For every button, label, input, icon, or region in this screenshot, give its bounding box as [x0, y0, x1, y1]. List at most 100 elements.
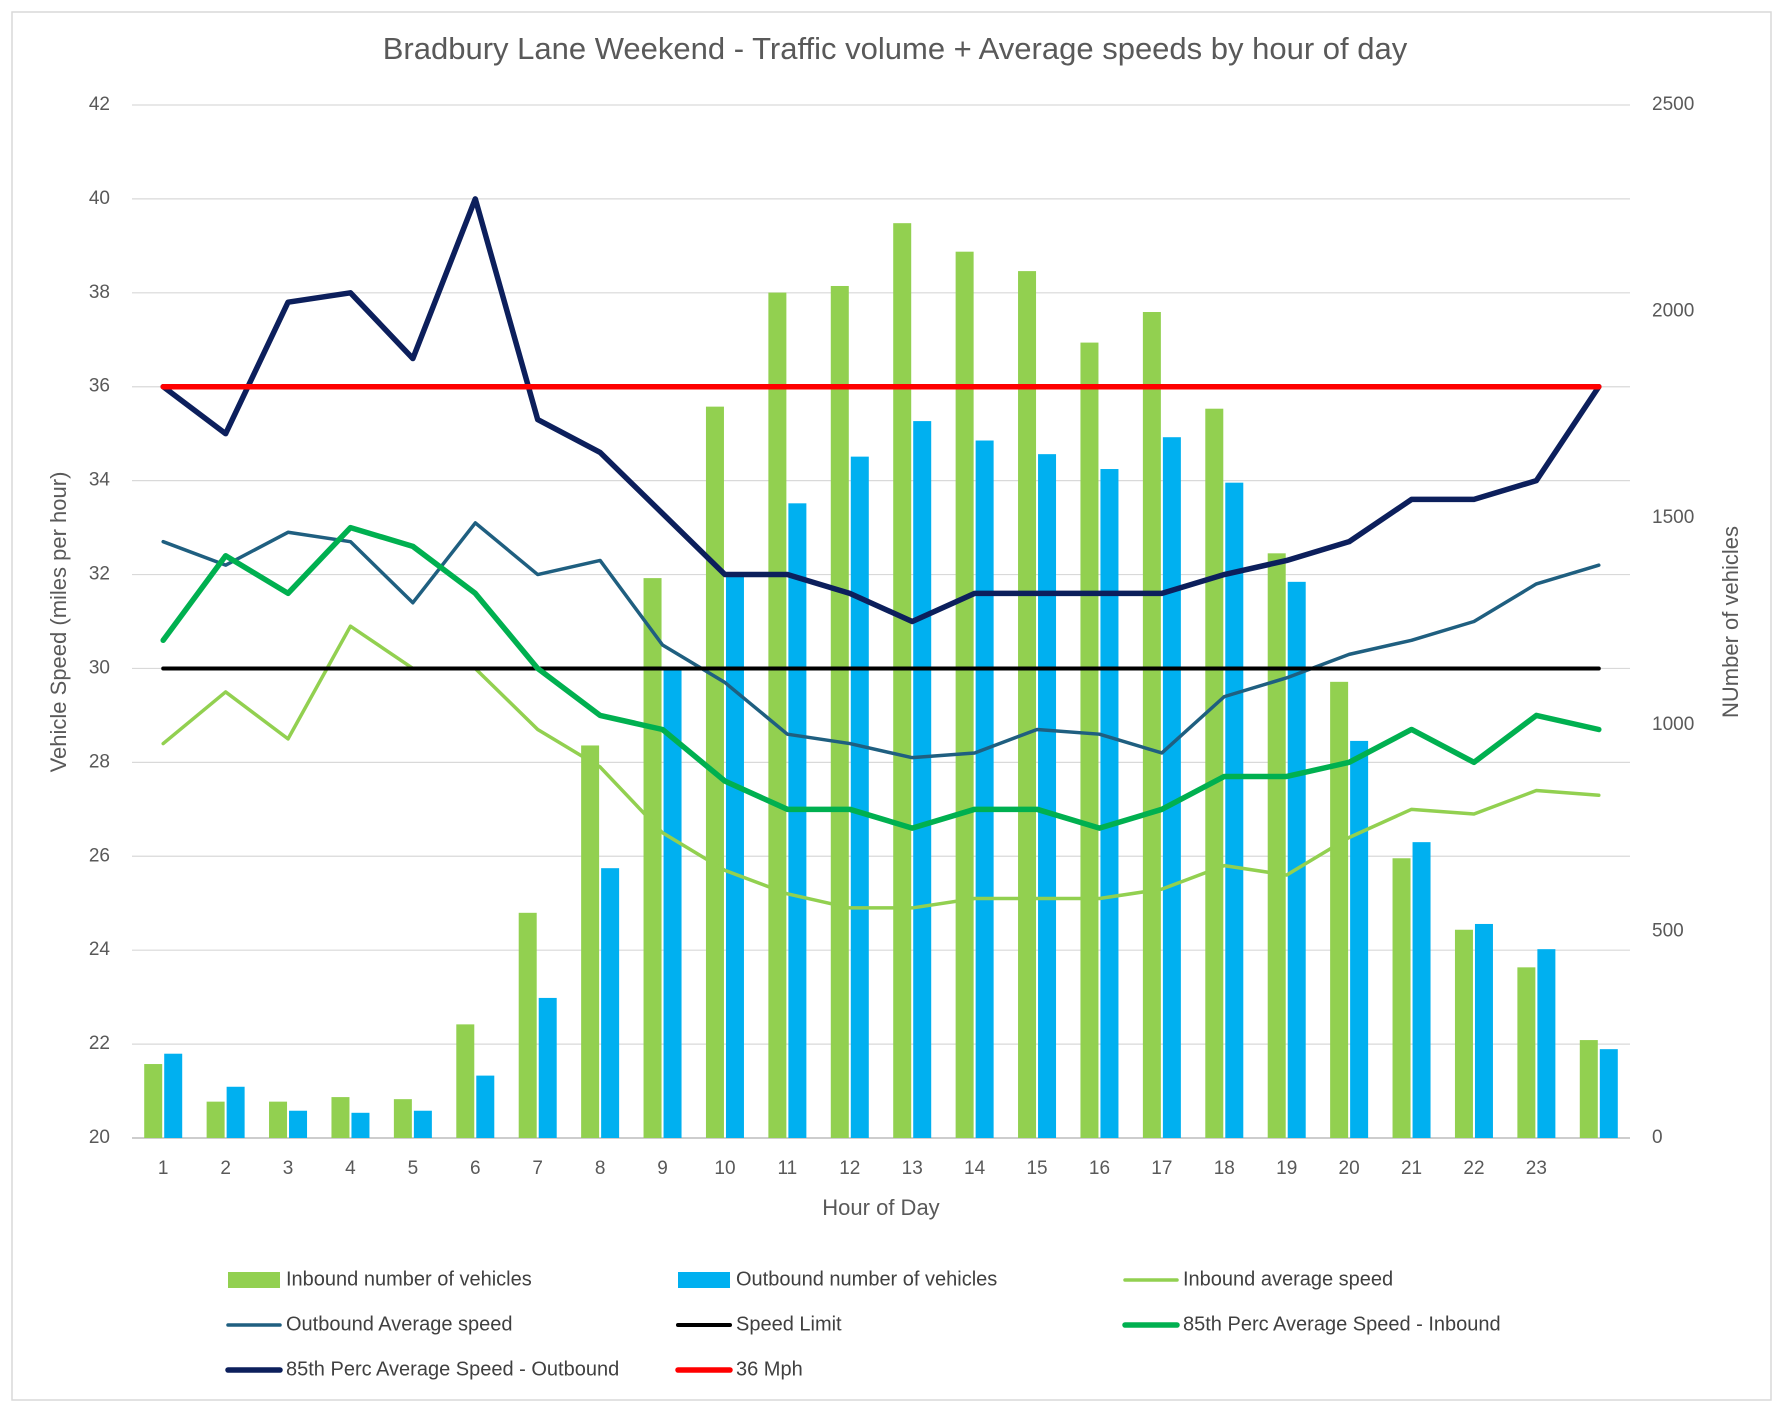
- line: [160, 524, 1602, 831]
- legend-label: 36 Mph: [736, 1358, 803, 1380]
- bar: [1225, 482, 1244, 1138]
- bar: [601, 868, 620, 1138]
- bar: [1412, 842, 1431, 1138]
- x-tick-label: 4: [345, 1158, 356, 1179]
- y-tick-label: 36: [89, 376, 110, 397]
- bar: [1018, 271, 1037, 1138]
- x-tick-label: 10: [714, 1158, 735, 1179]
- bar: [1100, 469, 1119, 1139]
- bar: [269, 1101, 288, 1138]
- bar: [1080, 342, 1099, 1139]
- x-tick-label: 2: [220, 1158, 231, 1179]
- y2-tick-label: 2000: [1652, 301, 1694, 322]
- bar: [393, 1099, 412, 1138]
- bar: [830, 285, 849, 1139]
- legend-label: Outbound number of vehicles: [736, 1268, 997, 1290]
- bar: [955, 251, 974, 1138]
- x-tick-label: 6: [470, 1158, 481, 1179]
- line: [160, 196, 1602, 625]
- bar: [581, 745, 600, 1138]
- x-tick-label: 15: [1026, 1158, 1047, 1179]
- x-tick-label: 8: [595, 1158, 606, 1179]
- legend-label: Inbound average speed: [1183, 1268, 1393, 1290]
- bar: [850, 456, 869, 1139]
- x-tick-label: 20: [1339, 1158, 1360, 1179]
- bar: [1537, 949, 1556, 1138]
- bar: [643, 578, 662, 1138]
- bar: [206, 1101, 225, 1138]
- bar: [1599, 1049, 1618, 1138]
- x-tick-label: 14: [964, 1158, 986, 1179]
- y2-tick-label: 500: [1652, 920, 1684, 941]
- y2-tick-label: 1500: [1652, 507, 1694, 528]
- legend-label: Outbound Average speed: [286, 1313, 512, 1335]
- y-tick-label: 20: [89, 1127, 110, 1148]
- legend-label: 85th Perc Average Speed - Outbound: [286, 1358, 619, 1380]
- bar: [1287, 581, 1306, 1138]
- bar: [226, 1086, 245, 1138]
- bar: [725, 573, 744, 1138]
- bar: [1350, 740, 1369, 1138]
- bar: [1142, 312, 1161, 1139]
- bar: [351, 1112, 370, 1138]
- y-tick-label: 42: [89, 94, 110, 115]
- bar: [663, 669, 682, 1138]
- x-tick-label: 1: [158, 1158, 169, 1179]
- x-tick-label: 23: [1526, 1158, 1547, 1179]
- y-tick-label: 34: [89, 470, 111, 491]
- bar: [1330, 681, 1349, 1138]
- y2-tick-label: 0: [1652, 1127, 1663, 1148]
- bar: [1474, 923, 1493, 1138]
- x-tick-label: 21: [1401, 1158, 1422, 1179]
- line: [161, 624, 1601, 910]
- y-tick-label: 22: [89, 1033, 110, 1054]
- y2-tick-label: 2500: [1652, 94, 1694, 115]
- y-tick-label: 28: [89, 751, 110, 772]
- bar: [1038, 454, 1057, 1138]
- y-tick-label: 38: [89, 282, 110, 303]
- bar: [913, 421, 932, 1138]
- bar: [476, 1075, 495, 1138]
- legend-swatch: [228, 1272, 280, 1288]
- y2-axis-title: NUmber of vehicles: [1718, 526, 1743, 718]
- bar: [164, 1053, 183, 1138]
- x-tick-label: 5: [408, 1158, 419, 1179]
- bar: [1579, 1040, 1598, 1138]
- legend-label: Inbound number of vehicles: [286, 1268, 532, 1290]
- x-tick-label: 16: [1089, 1158, 1110, 1179]
- bar: [975, 440, 994, 1138]
- x-axis-title: Hour of Day: [822, 1195, 939, 1220]
- bar: [1162, 437, 1181, 1139]
- x-tick-label: 18: [1214, 1158, 1235, 1179]
- y2-tick-label: 1000: [1652, 714, 1694, 735]
- bar: [538, 997, 557, 1138]
- bar: [893, 223, 912, 1139]
- x-tick-label: 19: [1276, 1158, 1297, 1179]
- x-tick-label: 11: [778, 1158, 798, 1179]
- y-tick-label: 32: [89, 564, 110, 585]
- x-tick-label: 12: [839, 1158, 860, 1179]
- legend-label: 85th Perc Average Speed - Inbound: [1183, 1313, 1501, 1335]
- y-tick-label: 26: [89, 845, 110, 866]
- bar: [788, 503, 807, 1138]
- line: [161, 521, 1601, 760]
- bar: [518, 912, 537, 1138]
- x-tick-label: 22: [1463, 1158, 1484, 1179]
- bar: [289, 1110, 308, 1138]
- bar: [1392, 858, 1411, 1138]
- bar: [331, 1097, 350, 1138]
- y-tick-label: 40: [89, 188, 110, 209]
- y-tick-label: 24: [89, 939, 111, 960]
- x-tick-label: 9: [657, 1158, 668, 1179]
- bar: [1267, 553, 1286, 1138]
- bar: [413, 1110, 432, 1138]
- legend-swatch: [678, 1272, 730, 1288]
- bar: [1454, 929, 1473, 1138]
- y-axis-title: Vehicle Speed (miles per hour): [46, 472, 71, 773]
- chart-title: Bradbury Lane Weekend - Traffic volume +…: [383, 31, 1408, 66]
- bar: [1517, 967, 1536, 1138]
- x-tick-label: 17: [1151, 1158, 1172, 1179]
- legend-label: Speed Limit: [736, 1313, 842, 1335]
- x-tick-label: 7: [532, 1158, 543, 1179]
